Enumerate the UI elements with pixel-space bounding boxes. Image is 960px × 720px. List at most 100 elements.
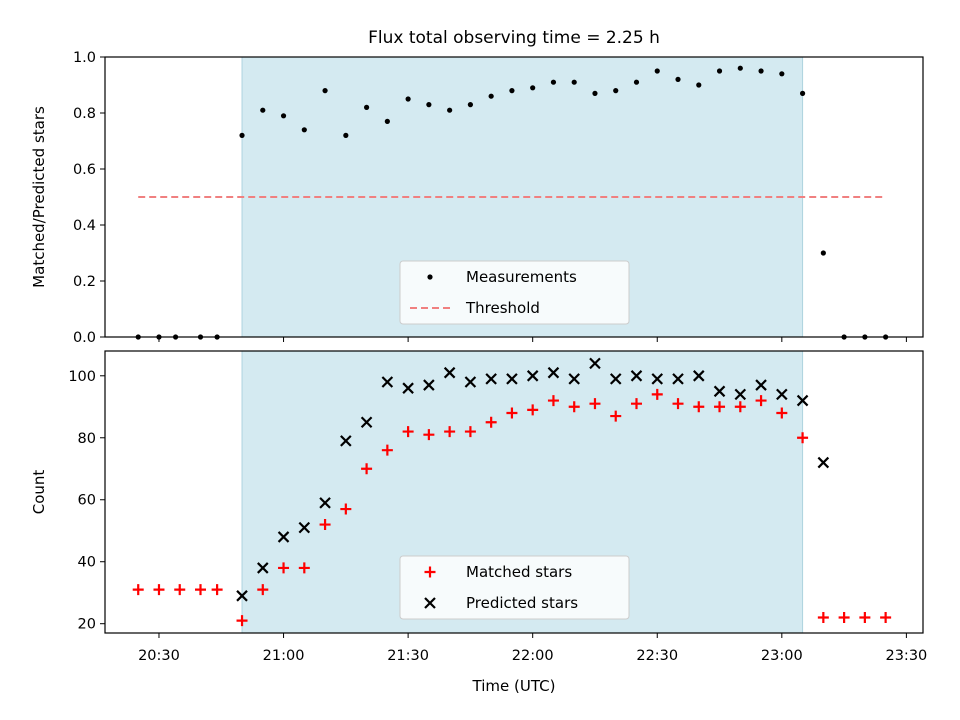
y-tick-label: 40 bbox=[78, 555, 96, 571]
x-tick-label: 23:00 bbox=[761, 648, 803, 664]
legend-box bbox=[399, 260, 630, 325]
predicted-star-point bbox=[340, 435, 352, 447]
legend-marker-measurements bbox=[427, 274, 433, 280]
predicted-star-point bbox=[568, 373, 580, 385]
measurement-point bbox=[467, 102, 474, 108]
matched-star-point bbox=[236, 615, 248, 627]
matched-star-point bbox=[195, 584, 207, 596]
y-tick-label: 60 bbox=[78, 493, 96, 509]
matched-star-point bbox=[880, 612, 892, 624]
x-tick-label: 22:00 bbox=[512, 648, 554, 664]
matched-star-point bbox=[610, 410, 622, 422]
y-tick-label: 20 bbox=[78, 617, 96, 633]
measurement-point bbox=[675, 76, 681, 82]
measurement-point bbox=[716, 68, 723, 74]
predicted-star-point bbox=[526, 370, 539, 382]
measurement-point bbox=[654, 68, 660, 74]
measurement-point bbox=[737, 65, 743, 71]
x-axis-label: Time (UTC) bbox=[472, 677, 556, 695]
matched-star-point bbox=[444, 426, 456, 438]
measurement-point bbox=[426, 102, 432, 108]
matched-star-point bbox=[527, 404, 539, 416]
measurement-point bbox=[613, 88, 619, 94]
axes-frame bbox=[104, 56, 924, 338]
top-panel: 0.0 0.2 0.4 0.6 0.8 1.0 Flux total observing t… bbox=[30, 28, 924, 346]
matched-star-point bbox=[211, 584, 223, 596]
matched-star-point bbox=[714, 401, 726, 413]
predicted-star-point bbox=[506, 373, 518, 385]
x-tick-label: 23:30 bbox=[885, 648, 927, 664]
predicted-star-point bbox=[692, 370, 705, 382]
matched-star-point bbox=[693, 401, 705, 413]
predicted-star-point bbox=[423, 379, 435, 391]
measurement-point bbox=[384, 118, 390, 124]
measurement-point bbox=[592, 90, 598, 96]
matched-star-point bbox=[174, 584, 186, 596]
measurement-point bbox=[363, 104, 370, 110]
measurement-point bbox=[633, 79, 640, 85]
predicted-star-point bbox=[609, 373, 622, 385]
y-axis-label: Matched/Predicted stars bbox=[30, 106, 48, 288]
measurement-point bbox=[405, 96, 411, 102]
legend-label: Matched stars bbox=[466, 563, 572, 581]
measurement-point bbox=[343, 132, 349, 138]
measurement-point bbox=[696, 82, 702, 88]
x-tick-label: 21:30 bbox=[387, 648, 429, 664]
y-tick-label: 0.2 bbox=[73, 274, 96, 290]
y-tick-label: 0.4 bbox=[73, 218, 96, 234]
matched-star-point bbox=[423, 429, 435, 441]
matched-star-point bbox=[153, 584, 165, 596]
matched-star-point bbox=[755, 395, 767, 407]
measurement-point bbox=[779, 71, 785, 77]
matched-star-point bbox=[547, 395, 559, 407]
legend-box bbox=[399, 555, 630, 620]
y-axis-label: Count bbox=[30, 470, 48, 515]
legend-marker-predicted bbox=[424, 597, 436, 609]
x-tick-label: 22:30 bbox=[636, 648, 678, 664]
matched-star-point bbox=[319, 519, 331, 531]
measurement-point bbox=[301, 127, 307, 133]
predicted-star-point bbox=[236, 590, 248, 602]
measurement-point bbox=[758, 68, 764, 74]
predicted-star-point bbox=[257, 562, 269, 574]
measurement-point bbox=[530, 85, 536, 91]
predicted-star-point bbox=[651, 373, 664, 385]
legend-label: Threshold bbox=[465, 299, 540, 317]
measurement-point bbox=[260, 107, 266, 113]
y-tick-label: 0.6 bbox=[73, 162, 96, 178]
predicted-star-point bbox=[630, 370, 643, 382]
measurement-point bbox=[488, 93, 494, 99]
predicted-star-point bbox=[485, 373, 497, 385]
legend-label: Measurements bbox=[466, 268, 577, 286]
matched-star-point bbox=[402, 426, 414, 438]
matched-star-point bbox=[589, 398, 601, 410]
matched-star-point bbox=[298, 562, 310, 574]
predicted-star-point bbox=[298, 521, 311, 534]
predicted-star-point bbox=[734, 388, 747, 401]
predicted-star-point bbox=[319, 497, 331, 509]
y-tick-label: 1.0 bbox=[73, 50, 96, 66]
predicted-star-point bbox=[713, 385, 726, 398]
measurement-point bbox=[550, 79, 557, 85]
matched-star-point bbox=[651, 388, 663, 400]
matched-star-point bbox=[776, 407, 788, 419]
bottom-panel: 20 40 60 80 100 20:30 21:00 21:30 22:00 22:30 23:0… bbox=[30, 350, 927, 695]
predicted-star-point bbox=[817, 456, 830, 469]
predicted-star-point bbox=[589, 357, 601, 370]
matched-star-point bbox=[361, 463, 373, 475]
matched-star-point bbox=[797, 432, 809, 444]
y-tick-label: 0.8 bbox=[73, 106, 96, 122]
matched-star-point bbox=[464, 426, 476, 438]
predicted-star-point bbox=[755, 379, 767, 391]
matched-star-point bbox=[817, 612, 829, 624]
matched-star-point bbox=[734, 401, 746, 413]
measurement-point bbox=[799, 90, 806, 96]
matched-star-point bbox=[257, 584, 269, 596]
y-tick-label: 80 bbox=[78, 431, 96, 447]
matched-star-point bbox=[859, 612, 871, 624]
chart-title: Flux total observing time = 2.25 h bbox=[368, 28, 660, 48]
predicted-star-point bbox=[464, 376, 477, 388]
predicted-star-point bbox=[547, 366, 560, 379]
measurement-point bbox=[571, 79, 577, 85]
